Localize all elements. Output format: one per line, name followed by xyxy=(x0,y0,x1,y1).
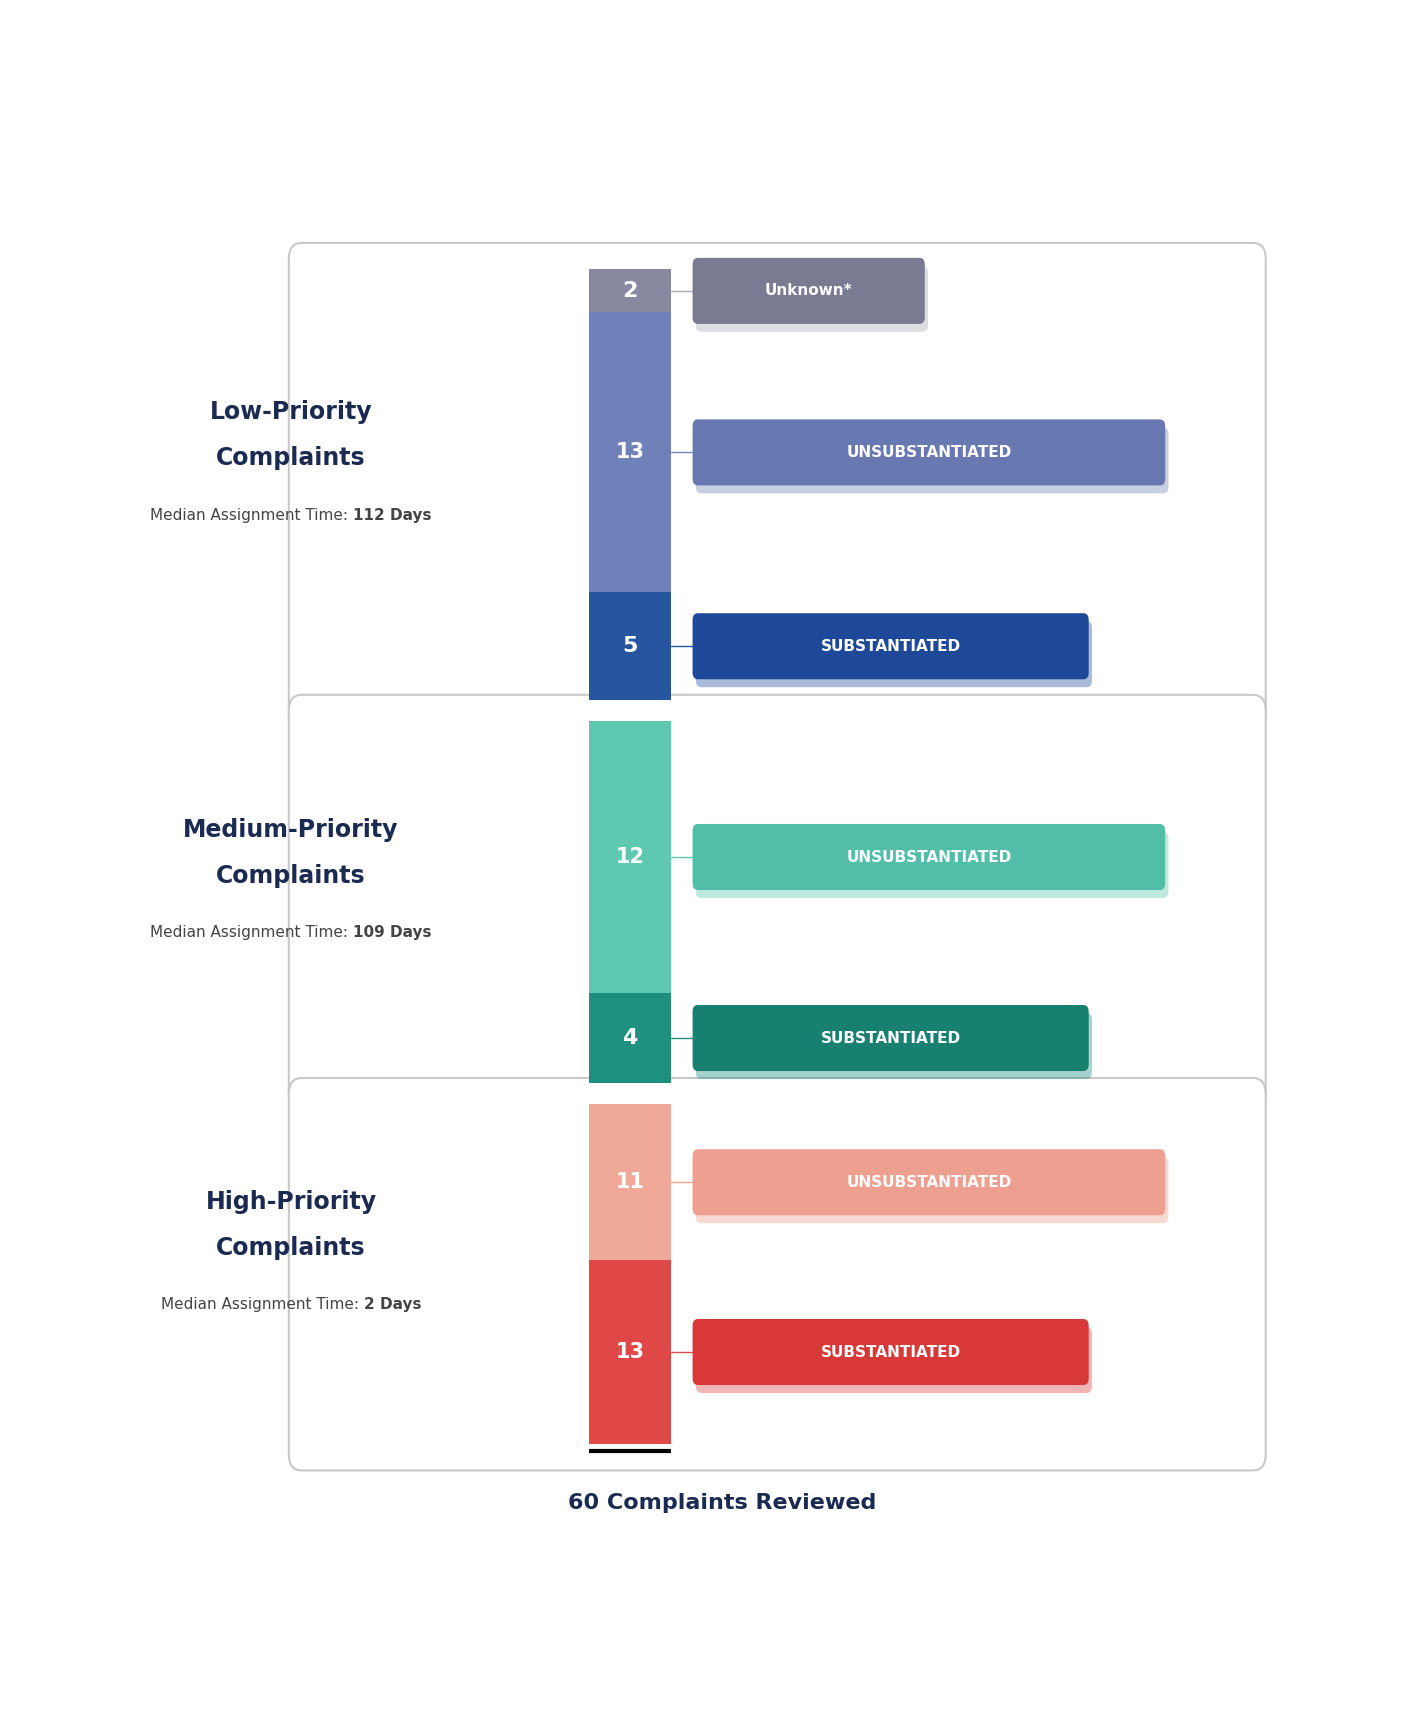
Text: UNSUBSTANTIATED: UNSUBSTANTIATED xyxy=(846,444,1011,460)
Text: 13: 13 xyxy=(615,1342,644,1363)
FancyBboxPatch shape xyxy=(692,824,1165,891)
Bar xyxy=(589,1260,671,1443)
Bar xyxy=(589,592,671,700)
FancyBboxPatch shape xyxy=(692,1320,1089,1385)
Text: Complaints: Complaints xyxy=(216,863,365,887)
FancyBboxPatch shape xyxy=(692,257,925,324)
Bar xyxy=(589,1105,671,1260)
Text: 11: 11 xyxy=(615,1172,644,1193)
Text: 4: 4 xyxy=(622,1028,637,1048)
Text: High-Priority: High-Priority xyxy=(206,1189,376,1213)
FancyBboxPatch shape xyxy=(697,832,1169,897)
Text: 5: 5 xyxy=(622,637,637,656)
FancyBboxPatch shape xyxy=(697,621,1091,686)
FancyBboxPatch shape xyxy=(692,1006,1089,1071)
FancyBboxPatch shape xyxy=(697,1012,1091,1079)
Text: SUBSTANTIATED: SUBSTANTIATED xyxy=(821,1345,960,1359)
Text: SUBSTANTIATED: SUBSTANTIATED xyxy=(821,1031,960,1045)
FancyBboxPatch shape xyxy=(692,1150,1165,1215)
Text: 2 Days: 2 Days xyxy=(364,1297,422,1313)
Text: Complaints: Complaints xyxy=(216,446,365,470)
Text: Low-Priority: Low-Priority xyxy=(210,400,372,424)
Text: 12: 12 xyxy=(615,848,644,867)
FancyBboxPatch shape xyxy=(697,266,928,331)
Text: 13: 13 xyxy=(615,443,644,462)
Text: 109 Days: 109 Days xyxy=(352,925,431,940)
FancyBboxPatch shape xyxy=(692,613,1089,680)
Text: Median Assignment Time:: Median Assignment Time: xyxy=(151,925,352,940)
FancyBboxPatch shape xyxy=(697,1326,1091,1393)
Bar xyxy=(589,721,671,994)
Text: UNSUBSTANTIATED: UNSUBSTANTIATED xyxy=(846,1175,1011,1189)
Text: Median Assignment Time:: Median Assignment Time: xyxy=(161,1297,364,1313)
FancyBboxPatch shape xyxy=(289,244,1266,726)
Text: 60 Complaints Reviewed: 60 Complaints Reviewed xyxy=(568,1493,877,1514)
FancyBboxPatch shape xyxy=(289,695,1266,1110)
FancyBboxPatch shape xyxy=(697,1157,1169,1224)
Text: Median Assignment Time:: Median Assignment Time: xyxy=(151,508,352,523)
Bar xyxy=(589,994,671,1083)
FancyBboxPatch shape xyxy=(697,427,1169,494)
Text: 112 Days: 112 Days xyxy=(352,508,431,523)
Text: Complaints: Complaints xyxy=(216,1236,365,1260)
FancyBboxPatch shape xyxy=(692,419,1165,486)
Bar xyxy=(589,269,671,312)
Text: SUBSTANTIATED: SUBSTANTIATED xyxy=(821,638,960,654)
FancyBboxPatch shape xyxy=(289,1078,1266,1471)
Text: Unknown*: Unknown* xyxy=(764,283,853,299)
Text: UNSUBSTANTIATED: UNSUBSTANTIATED xyxy=(846,849,1011,865)
Text: Medium-Priority: Medium-Priority xyxy=(183,817,399,841)
Text: 2: 2 xyxy=(622,281,637,300)
Bar xyxy=(589,312,671,592)
